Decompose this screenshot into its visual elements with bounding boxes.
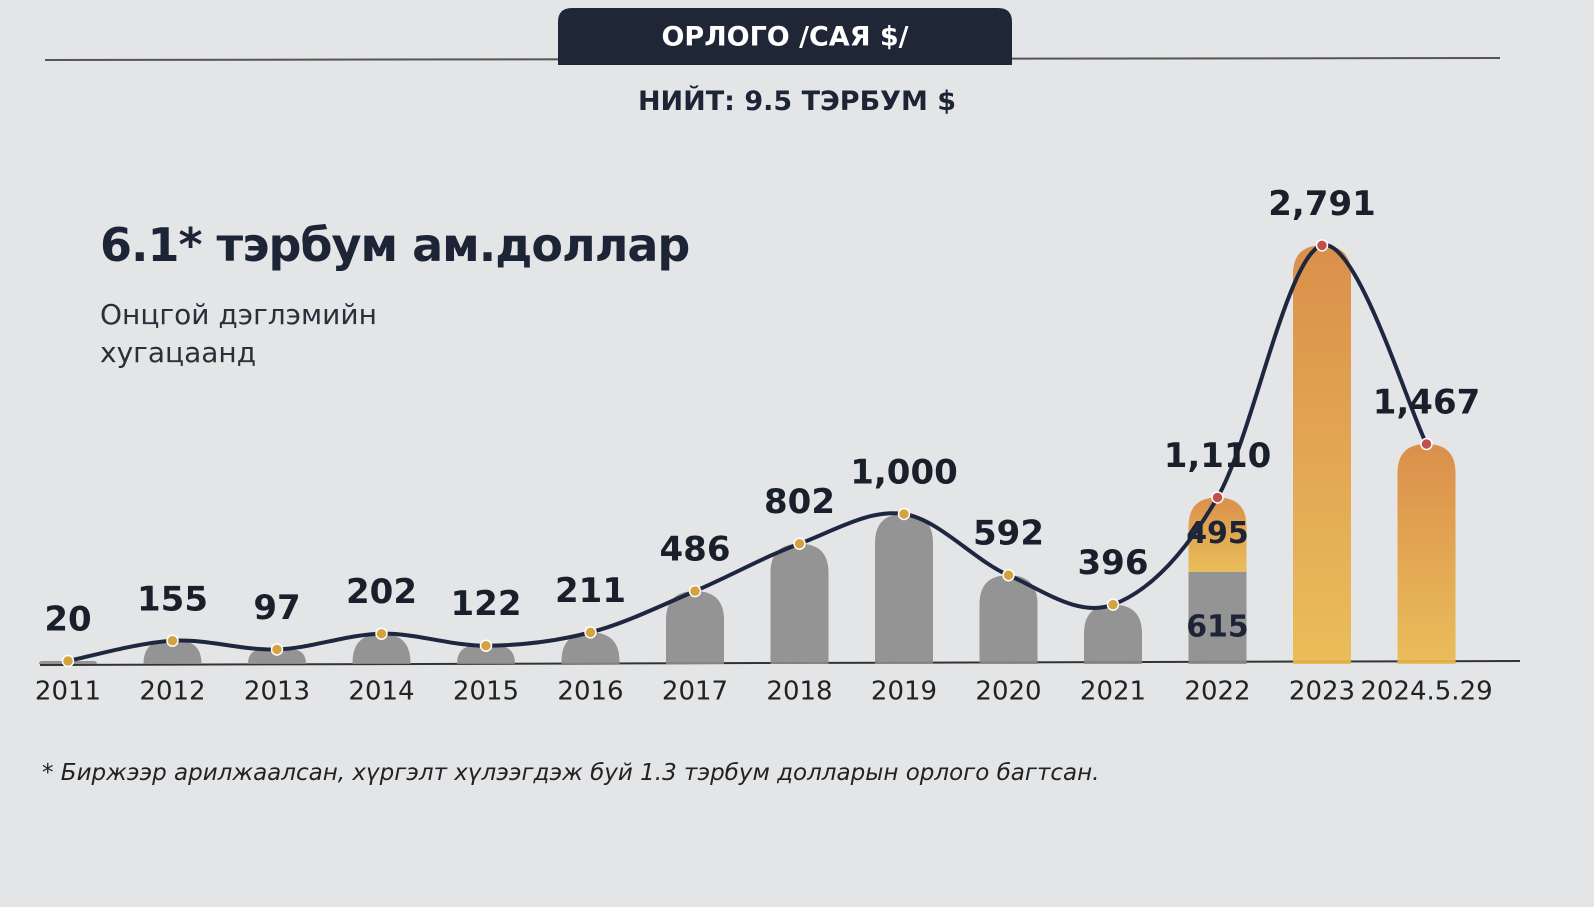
bar <box>1188 571 1247 664</box>
data-label: 486 <box>660 530 731 570</box>
x-tick-label: 2019 <box>871 677 937 707</box>
subtitle: НИЙТ: 9.5 ТЭРБУМ $ <box>637 86 957 117</box>
point <box>375 627 388 640</box>
bar <box>248 649 306 664</box>
x-tick-label: 2016 <box>557 677 623 707</box>
note: Онцгой дэглэмийн хугацаанд <box>100 298 377 369</box>
bar <box>666 591 724 664</box>
data-label: 211 <box>555 571 626 611</box>
x-tick-label: 2021 <box>1080 677 1146 707</box>
data-label: 155 <box>137 579 208 619</box>
point <box>897 507 911 521</box>
bar <box>143 640 202 664</box>
bar <box>1188 497 1247 572</box>
data-label: 1,000 <box>850 453 958 493</box>
data-label: 202 <box>346 572 417 612</box>
point <box>793 537 806 550</box>
footnote: * Биржээр арилжаалсан, хүргэлт хүлээгдэж… <box>42 760 1100 786</box>
bar <box>352 633 411 664</box>
x-tick-label: 2012 <box>139 677 205 707</box>
x-tick-label: 2013 <box>244 677 310 707</box>
point <box>688 584 702 598</box>
data-label: 97 <box>253 588 300 628</box>
bar-label: 615 <box>1186 609 1249 644</box>
bar <box>561 632 620 664</box>
x-tick-label: 2022 <box>1184 677 1250 707</box>
header: ОРЛОГО /САЯ $/ <box>661 22 908 53</box>
x-tick-label: 2015 <box>453 677 519 707</box>
point <box>479 639 493 652</box>
x-tick-label: 2024.5.29 <box>1360 677 1492 707</box>
point <box>270 643 284 656</box>
bar <box>1084 604 1142 664</box>
x-tick-label: 2020 <box>975 677 1041 707</box>
x-tick-label: 2011 <box>35 677 101 707</box>
x-tick-label: 2017 <box>662 677 728 707</box>
point <box>584 626 597 639</box>
point <box>61 654 75 668</box>
headline: 6.1* тэрбум ам.доллар <box>100 218 690 272</box>
data-label: 1,467 <box>1373 382 1481 422</box>
data-label: 396 <box>1078 543 1149 583</box>
bar <box>770 543 829 664</box>
point <box>1002 568 1015 582</box>
x-tick-label: 2018 <box>766 677 832 707</box>
data-label: 2,791 <box>1268 184 1376 224</box>
data-label: 1,110 <box>1164 436 1272 476</box>
x-tick-label: 2014 <box>348 677 414 707</box>
bar <box>457 645 515 664</box>
data-label: 802 <box>764 482 835 522</box>
point <box>1315 239 1329 252</box>
point <box>166 634 179 647</box>
point <box>1106 598 1120 611</box>
bar <box>1397 443 1456 664</box>
data-label: 592 <box>973 514 1044 554</box>
x-tick-label: 2023 <box>1289 677 1355 707</box>
bar <box>979 575 1038 664</box>
point <box>1211 491 1224 504</box>
data-label: 122 <box>451 584 522 624</box>
bar <box>875 514 933 664</box>
point <box>1420 437 1433 451</box>
header-box <box>558 8 1012 65</box>
data-label: 20 <box>44 600 91 640</box>
bar <box>1293 245 1351 664</box>
